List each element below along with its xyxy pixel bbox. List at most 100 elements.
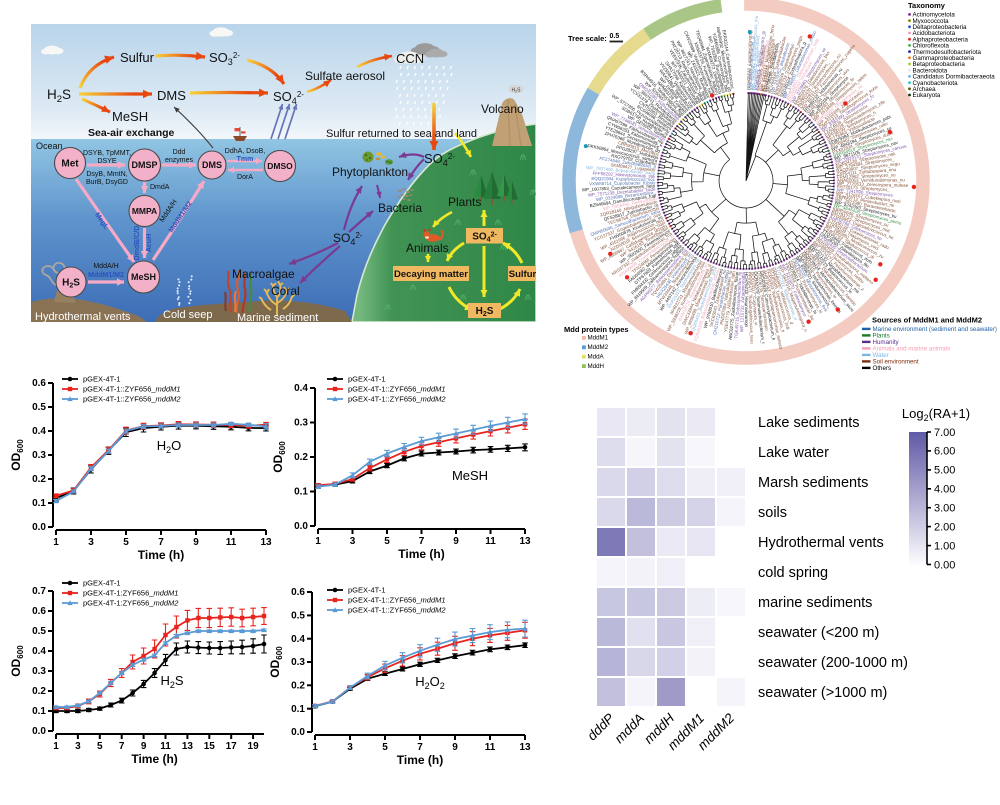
svg-text:SKM09427_Lugapeker: SKM09427_Lugapeker	[610, 162, 656, 172]
svg-text:0.6: 0.6	[32, 606, 46, 617]
svg-text:dddP: dddP	[584, 711, 617, 744]
svg-text:7.00: 7.00	[934, 427, 955, 439]
svg-text:Phytoplankton: Phytoplankton	[332, 165, 408, 179]
svg-text:PFV95471_Sodadugahicoccus_tevu: PFV95471_Sodadugahicoccus_tevu	[747, 272, 755, 344]
svg-text:Others: Others	[873, 365, 892, 372]
svg-text:3: 3	[347, 742, 353, 753]
svg-text:MMPA: MMPA	[132, 206, 157, 216]
svg-text:MddM2: MddM2	[588, 344, 609, 351]
svg-text:cold spring: cold spring	[758, 565, 828, 581]
svg-text:Eukaryota: Eukaryota	[913, 92, 941, 99]
svg-text:9: 9	[452, 742, 458, 753]
svg-text:pGEX-4T-1::ZYF656_mddM1: pGEX-4T-1::ZYF656_mddM1	[348, 385, 446, 394]
svg-text:Bacteria: Bacteria	[378, 201, 422, 215]
svg-text:Lake water: Lake water	[758, 445, 829, 461]
svg-text:Soil environment: Soil environment	[873, 359, 919, 366]
svg-text:WP_1607853_Cazudecamyces_neto: WP_1607853_Cazudecamyces_neto	[582, 183, 656, 192]
svg-text:VXW88714_Cupofubacter_fuzalo: VXW88714_Cupofubacter_fuzalo	[589, 180, 655, 186]
svg-text:Plants: Plants	[873, 333, 890, 340]
svg-text:5: 5	[123, 537, 129, 548]
svg-text:Marine environment (sediment a: Marine environment (sediment and seawate…	[873, 326, 998, 333]
svg-text:H2S: H2S	[47, 87, 71, 105]
svg-text:0.1: 0.1	[294, 487, 308, 498]
svg-text:ABC62775_Zadodipomyces_fusuri: ABC62775_Zadodipomyces_fusuri	[728, 271, 740, 340]
svg-text:Coral: Coral	[271, 284, 300, 298]
svg-text:DMSO: DMSO	[267, 161, 293, 171]
svg-text:DdhA, DsoB,: DdhA, DsoB,	[225, 148, 266, 155]
svg-text:WP_7241590_Streptomyces: WP_7241590_Streptomyces	[836, 187, 893, 197]
svg-text:WP_2720513_Zerecospora_mufese: WP_2720513_Zerecospora_mufese	[837, 181, 909, 188]
svg-text:Hydrothermal vents: Hydrothermal vents	[758, 535, 884, 551]
svg-text:3.00: 3.00	[934, 503, 955, 515]
svg-text:Ddd: Ddd	[173, 149, 186, 156]
svg-text:Time (h): Time (h)	[398, 547, 444, 561]
svg-text:H2S: H2S	[62, 278, 80, 290]
svg-text:MddA: MddA	[588, 353, 605, 360]
svg-text:5.00: 5.00	[934, 465, 955, 477]
svg-text:SO42-: SO42-	[424, 151, 455, 168]
svg-text:DMS: DMS	[202, 160, 222, 170]
svg-text:7: 7	[158, 537, 164, 548]
svg-text:0.0: 0.0	[291, 727, 305, 738]
svg-text:1: 1	[315, 536, 321, 547]
svg-text:MeSH: MeSH	[112, 109, 148, 124]
svg-text:0.6: 0.6	[291, 587, 305, 598]
svg-text:Sulfate aerosol: Sulfate aerosol	[305, 69, 385, 83]
svg-text:CCN: CCN	[396, 51, 424, 66]
svg-text:OD600: OD600	[268, 646, 284, 678]
svg-text:pGEX-4T-1::ZYF656_mddM1: pGEX-4T-1::ZYF656_mddM1	[348, 596, 446, 605]
svg-text:0.3: 0.3	[32, 666, 46, 677]
svg-text:Deltaproteobacteria: Deltaproteobacteria	[913, 24, 968, 31]
svg-text:Ocean: Ocean	[36, 141, 63, 151]
svg-text:seawater (>1000 m): seawater (>1000 m)	[758, 685, 887, 701]
svg-text:9: 9	[193, 537, 199, 548]
svg-text:GQD13117_Cogivispora_vi: GQD13117_Cogivispora_vi	[750, 272, 759, 326]
svg-text:9: 9	[453, 536, 459, 547]
svg-text:FHT20173_Streptomyces_: FHT20173_Streptomyces_	[837, 184, 891, 192]
svg-text:0.3: 0.3	[32, 450, 46, 461]
svg-text:Candidatus Dormibacteraeota: Candidatus Dormibacteraeota	[913, 74, 996, 81]
svg-text:0.5: 0.5	[32, 626, 46, 637]
svg-text:Log2(RA+1): Log2(RA+1)	[902, 406, 970, 423]
svg-text:0.0: 0.0	[32, 522, 46, 533]
svg-text:5: 5	[384, 536, 390, 547]
svg-text:Acidobacteriota: Acidobacteriota	[913, 30, 956, 37]
svg-text:0.00: 0.00	[934, 559, 955, 571]
svg-text:Met: Met	[61, 159, 79, 170]
svg-text:4.00: 4.00	[934, 484, 955, 496]
svg-text:VSB18945_Porihebacter_g: VSB18945_Porihebacter_g	[748, 36, 755, 90]
svg-text:Betaproteobacteria: Betaproteobacteria	[913, 61, 966, 68]
svg-text:Time (h): Time (h)	[131, 752, 177, 766]
svg-text:pGEX-4T-1:ZYF656_mddM2: pGEX-4T-1:ZYF656_mddM2	[83, 599, 179, 608]
svg-text:9: 9	[141, 741, 147, 752]
svg-text:Animals: Animals	[406, 241, 449, 255]
svg-text:pGEX-4T-1: pGEX-4T-1	[83, 579, 121, 588]
svg-text:Marine sediment: Marine sediment	[237, 312, 318, 324]
svg-text:SO32-: SO32-	[209, 50, 240, 67]
svg-text:FFF58202_Hasivetomonas_sali: FFF58202_Hasivetomonas_sali	[592, 171, 655, 179]
svg-text:Thermodesulfobacteriota: Thermodesulfobacteriota	[913, 49, 982, 56]
svg-text:MddA/H: MddA/H	[93, 263, 118, 270]
svg-text:1: 1	[312, 742, 318, 753]
svg-text:Actinomycetota: Actinomycetota	[913, 12, 956, 19]
svg-text:H2S: H2S	[512, 88, 522, 94]
svg-text:Sulfur: Sulfur	[509, 269, 537, 280]
svg-text:DMSP: DMSP	[131, 160, 157, 170]
svg-text:Alphaproteobacteria: Alphaproteobacteria	[913, 36, 969, 43]
svg-text:EQQ21904_Kupafivicoccus_soc: EQQ21904_Kupafivicoccus_soc	[591, 176, 655, 182]
svg-text:3: 3	[350, 536, 356, 547]
svg-text:DSYB, TpMMT,: DSYB, TpMMT,	[83, 150, 131, 157]
svg-text:enzymes: enzymes	[165, 157, 194, 164]
svg-text:pGEX-4T-1::ZYF656_mddM2: pGEX-4T-1::ZYF656_mddM2	[348, 395, 446, 404]
svg-text:0.1: 0.1	[32, 706, 46, 717]
svg-text:13: 13	[182, 741, 194, 752]
svg-text:Sulfur: Sulfur	[120, 50, 155, 65]
svg-text:soils: soils	[758, 505, 787, 521]
svg-text:pGEX-4T-1::ZYF656_mddM2: pGEX-4T-1::ZYF656_mddM2	[348, 606, 446, 615]
svg-text:Mdd protein types: Mdd protein types	[564, 325, 629, 334]
svg-text:DorA: DorA	[237, 174, 253, 181]
svg-text:Marsh sediments: Marsh sediments	[758, 475, 868, 491]
svg-text:pGEX-4T-1: pGEX-4T-1	[83, 375, 121, 384]
svg-text:WP_4096669_Mitozosehecoccus_mu: WP_4096669_Mitozosehecoccus_mu	[749, 15, 759, 90]
svg-text:7: 7	[119, 741, 125, 752]
